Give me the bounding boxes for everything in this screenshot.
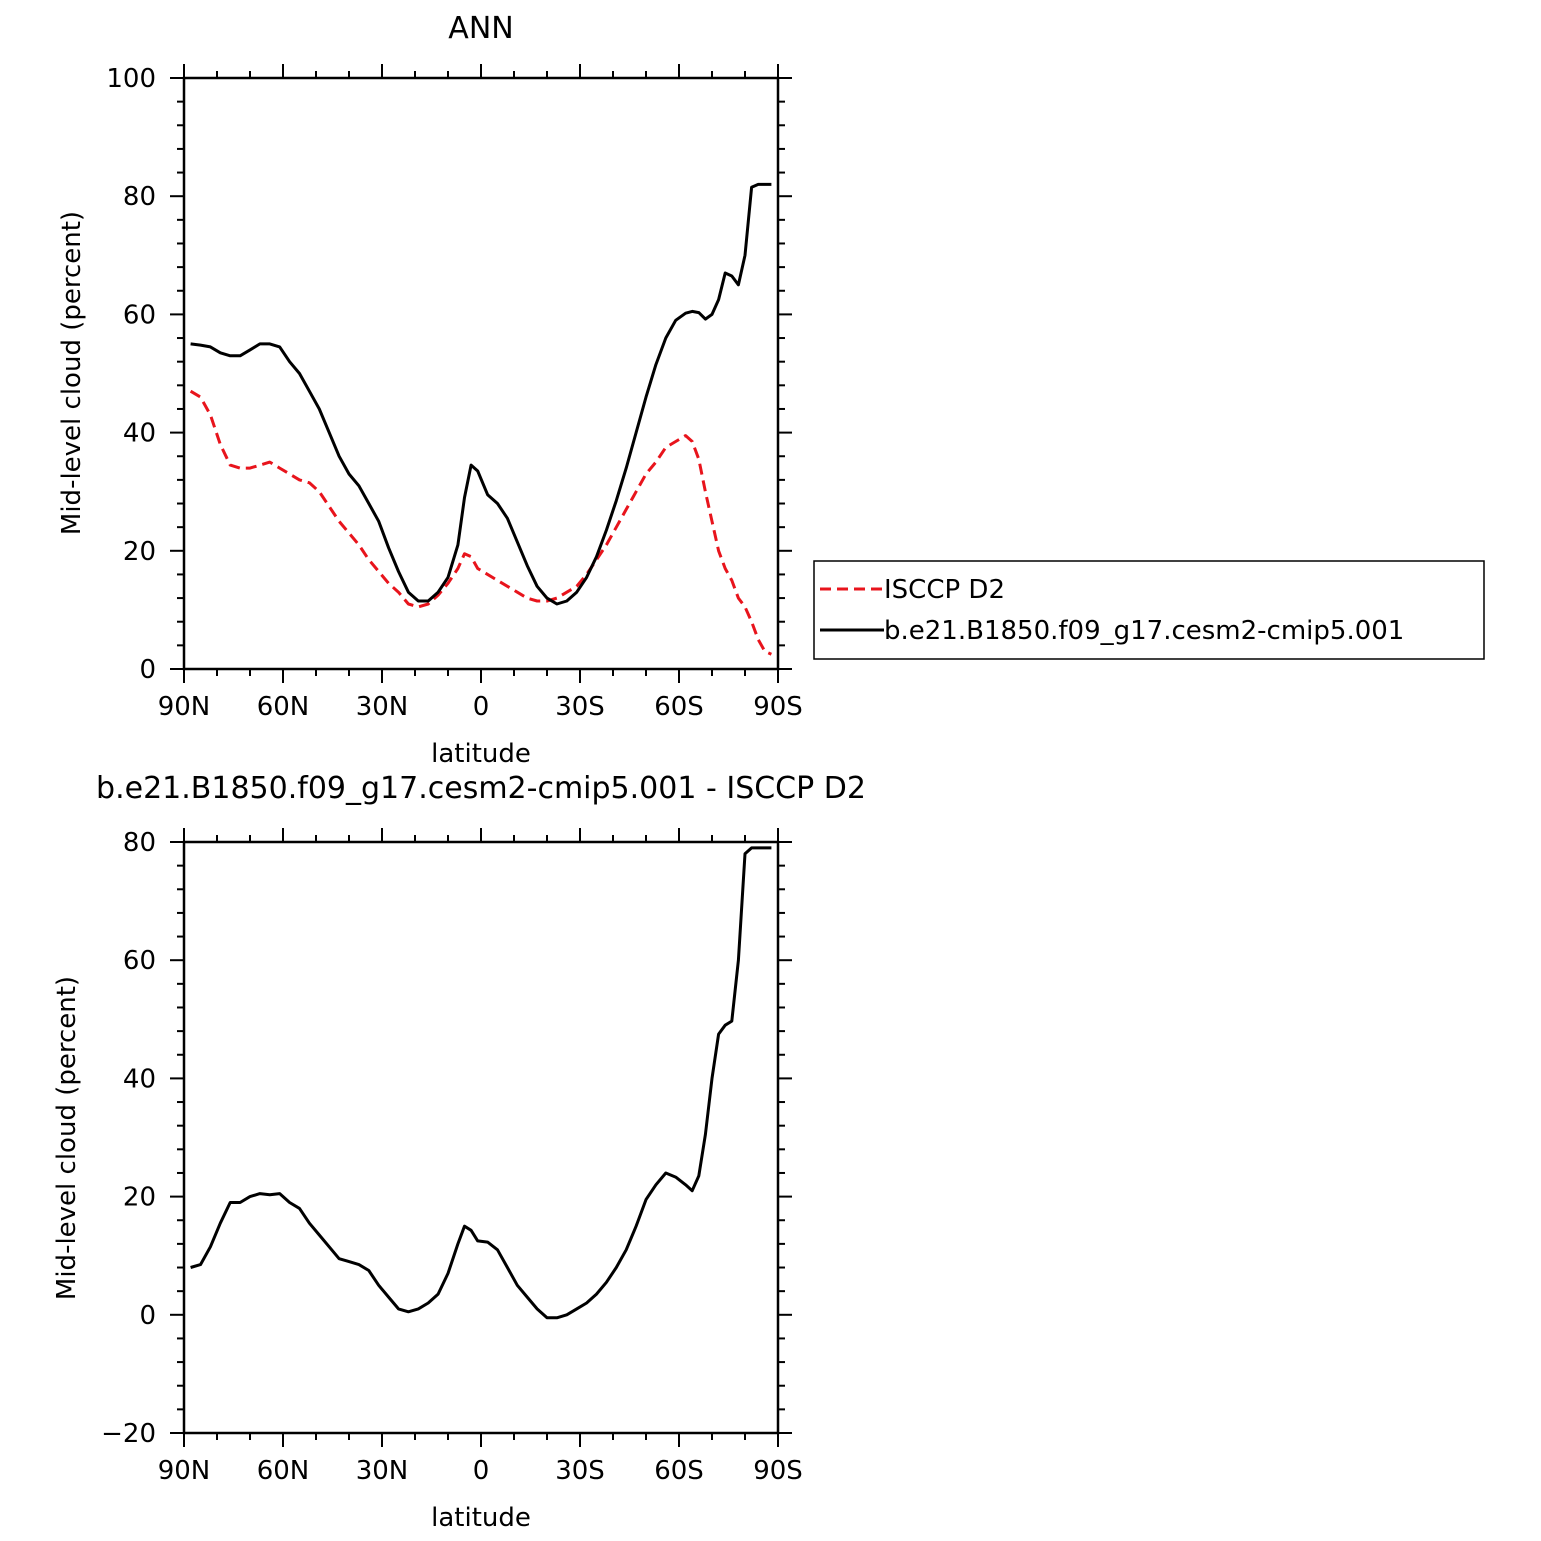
legend-label-isccp: ISCCP D2 (884, 575, 1005, 605)
top-panel-ann: ANN 0 20 40 60 80 100 90N 60N 30N 0 30S 60S 90S lat… (57, 11, 803, 769)
y-tick-label: 20 (123, 537, 156, 567)
top-plot-frame (182, 76, 780, 671)
y-tick-label: 20 (123, 1183, 156, 1213)
y-tick-label: 100 (106, 64, 156, 94)
top-series-lines (189, 182, 773, 656)
top-axis-ticks (170, 64, 792, 683)
top-y-axis-title: Mid-level cloud (percent) (57, 211, 87, 535)
x-tick-label: 30N (356, 692, 409, 722)
y-tick-label: 0 (139, 655, 156, 685)
legend-label-model: b.e21.B1850.f09_g17.cesm2-cmip5.001 (884, 616, 1404, 646)
x-tick-label: 90N (158, 1456, 211, 1486)
x-tick-label: 60S (654, 692, 704, 722)
series-line-0-1 (190, 182, 772, 606)
y-tick-label: 80 (123, 182, 156, 212)
top-x-tick-labels: 90N 60N 30N 0 30S 60S 90S (158, 692, 803, 722)
x-tick-label: 0 (473, 692, 490, 722)
series-line-1-0 (190, 846, 772, 1320)
bottom-y-tick-labels: −20 0 20 40 60 80 (101, 828, 156, 1449)
bottom-series-lines (190, 846, 772, 1320)
x-tick-label: 60S (654, 1456, 704, 1486)
bottom-plot-frame (182, 840, 780, 1435)
x-tick-label: 30S (555, 1456, 605, 1486)
x-tick-label: 60N (257, 692, 310, 722)
y-tick-label: 80 (123, 828, 156, 858)
top-x-axis-title: latitude (431, 739, 531, 769)
x-tick-label: 30S (555, 692, 605, 722)
bottom-x-tick-labels: 90N 60N 30N 0 30S 60S 90S (158, 1456, 803, 1486)
y-tick-label: 40 (123, 419, 156, 449)
x-tick-label: 90S (753, 1456, 803, 1486)
bottom-y-axis-title: Mid-level cloud (percent) (52, 976, 82, 1300)
x-tick-label: 0 (473, 1456, 490, 1486)
x-tick-label: 30N (356, 1456, 409, 1486)
series-line-0-0 (189, 389, 773, 656)
y-tick-label: 0 (139, 1301, 156, 1331)
x-tick-label: 60N (257, 1456, 310, 1486)
bottom-axis-ticks (170, 828, 792, 1447)
y-tick-label: 60 (123, 946, 156, 976)
legend-box (813, 560, 1485, 660)
y-tick-label: 40 (123, 1064, 156, 1094)
x-tick-label: 90N (158, 692, 211, 722)
bottom-x-axis-title: latitude (431, 1503, 531, 1533)
top-legend: ISCCP D2 b.e21.B1850.f09_g17.cesm2-cmip5… (813, 560, 1485, 660)
y-tick-label: −20 (101, 1419, 156, 1449)
top-chart-title: ANN (448, 11, 513, 46)
top-y-tick-labels: 0 20 40 60 80 100 (106, 64, 156, 685)
bottom-chart-title: b.e21.B1850.f09_g17.cesm2-cmip5.001 - IS… (96, 771, 866, 806)
bottom-panel-difference: b.e21.B1850.f09_g17.cesm2-cmip5.001 - IS… (52, 771, 866, 1533)
x-tick-label: 90S (753, 692, 803, 722)
y-tick-label: 60 (123, 300, 156, 330)
